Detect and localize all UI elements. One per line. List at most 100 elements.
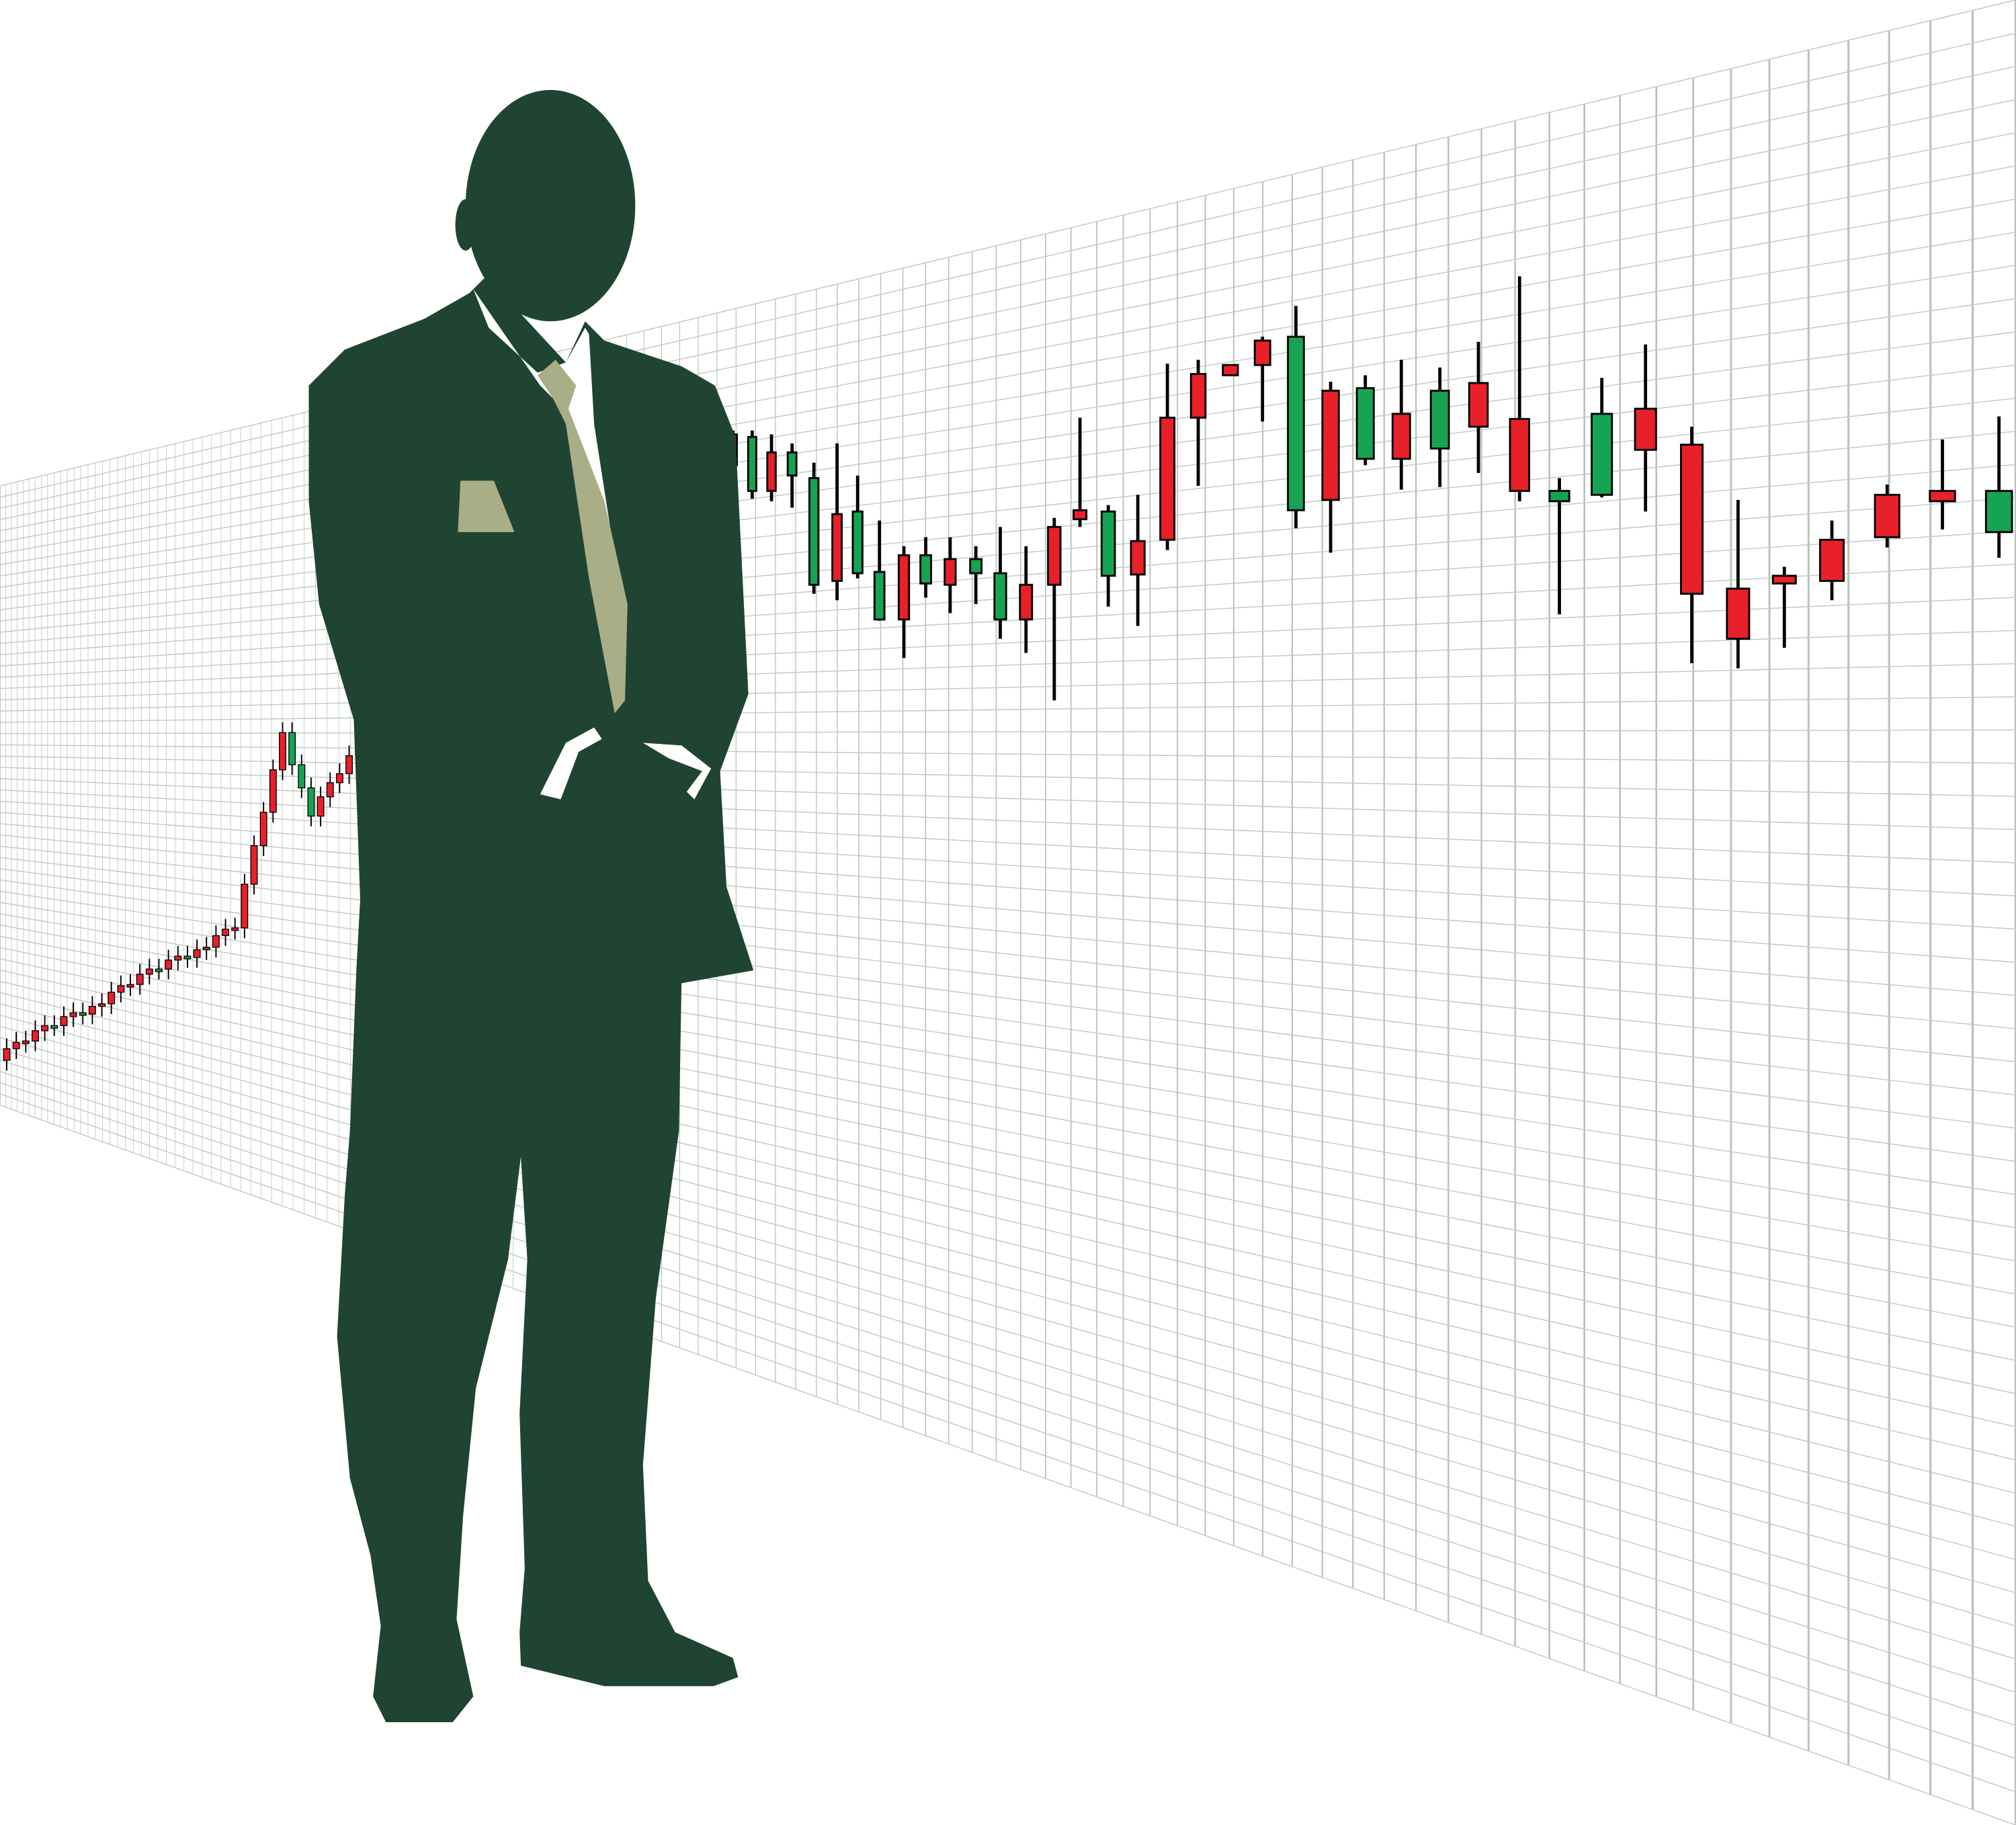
grid-horizontal [0, 696, 2016, 723]
candle-body [1100, 510, 1116, 577]
candle-body [1222, 364, 1239, 376]
candle-body [32, 1030, 39, 1042]
candle-body [851, 510, 864, 575]
candle-body [60, 1016, 68, 1026]
shirt [473, 289, 615, 707]
candle-body [1159, 417, 1176, 541]
grid-horizontal [0, 924, 2016, 1295]
candle-body [1355, 387, 1375, 460]
head [465, 89, 636, 322]
candle-body [98, 1003, 106, 1007]
grid-horizontal [0, 980, 2016, 1461]
ear [455, 199, 476, 251]
grid-horizontal [0, 1048, 2016, 1660]
candle-body [919, 554, 932, 585]
grid-horizontal [0, 1037, 2016, 1627]
candle-body [1984, 490, 2013, 534]
candle-body [88, 1005, 96, 1015]
candle-body [993, 572, 1007, 621]
candle-body [1321, 390, 1340, 501]
candle-body [174, 956, 182, 961]
grid-horizontal [0, 834, 2016, 1029]
candle-body [222, 929, 230, 937]
grid-horizontal [0, 630, 2016, 701]
candle-body [241, 884, 249, 929]
candle-body [1591, 413, 1613, 496]
candle-body [250, 845, 258, 885]
candle-body [897, 554, 911, 621]
candle-body [288, 732, 296, 765]
candle-body [786, 451, 798, 477]
candle-body [307, 787, 315, 817]
candle-body [3, 1048, 11, 1061]
grid-horizontal [0, 823, 2016, 996]
grid-horizontal [0, 879, 2016, 1162]
candle-body [269, 769, 277, 813]
candle-body [1771, 575, 1797, 585]
grid-horizontal [0, 663, 2016, 712]
candle-body [345, 755, 353, 775]
tie [537, 359, 628, 714]
candle-body [259, 812, 267, 847]
candle-body [126, 984, 134, 988]
candle-body [808, 477, 820, 586]
grid-horizontal [0, 902, 2016, 1228]
candle-body [969, 558, 983, 575]
candle-body [873, 570, 886, 621]
businessman-silhouette [308, 89, 754, 1722]
candle-body [193, 949, 201, 958]
grid-horizontal [0, 992, 2016, 1494]
candle-body [335, 773, 343, 783]
candle-body [79, 1012, 87, 1016]
candle-body [279, 732, 286, 771]
candle-body [165, 960, 173, 970]
candle-body [1509, 418, 1530, 493]
candle-body [747, 435, 757, 493]
grid-horizontal [0, 1082, 2016, 1759]
candle-body [1726, 587, 1751, 640]
candle-body [212, 935, 220, 948]
candle-body [943, 558, 957, 586]
grid-horizontal [0, 868, 2016, 1129]
grid-horizontal [0, 812, 2016, 963]
grid-horizontal [0, 1093, 2016, 1793]
candle-body [1468, 382, 1489, 428]
candle-body [1287, 335, 1305, 511]
candle-body [231, 927, 239, 931]
grid-horizontal [0, 1015, 2016, 1560]
candle-body [145, 968, 153, 975]
grid-horizontal [0, 970, 2016, 1428]
candle-body [155, 968, 163, 972]
candle-body [1874, 493, 1900, 538]
candle-body [50, 1025, 58, 1029]
grid-horizontal [0, 958, 2016, 1394]
candle-body [1929, 490, 1956, 503]
candle-body [1253, 339, 1271, 366]
candle-body [317, 796, 325, 817]
grid-horizontal [0, 935, 2016, 1328]
pocket-square [458, 480, 515, 532]
grid-horizontal [0, 755, 2016, 797]
candle-body [1819, 538, 1845, 582]
grid-horizontal [0, 789, 2016, 897]
right-cuff [642, 742, 712, 800]
grid-horizontal [0, 729, 2016, 734]
candle-body [41, 1025, 49, 1031]
candle-body [1189, 373, 1207, 419]
candle-body [1680, 443, 1704, 595]
candle-body [1130, 540, 1146, 576]
grid-horizontal [0, 744, 2016, 764]
candle-body [117, 985, 125, 993]
candle-body [831, 513, 843, 582]
grid-horizontal [0, 1105, 2016, 1825]
candle-body [766, 451, 777, 493]
candle-body [1047, 525, 1062, 586]
candle-body [202, 946, 210, 951]
grid-horizontal [0, 845, 2016, 1062]
grid-horizontal [0, 597, 2016, 689]
grid-horizontal [0, 1070, 2016, 1726]
grid-horizontal [0, 1025, 2016, 1594]
